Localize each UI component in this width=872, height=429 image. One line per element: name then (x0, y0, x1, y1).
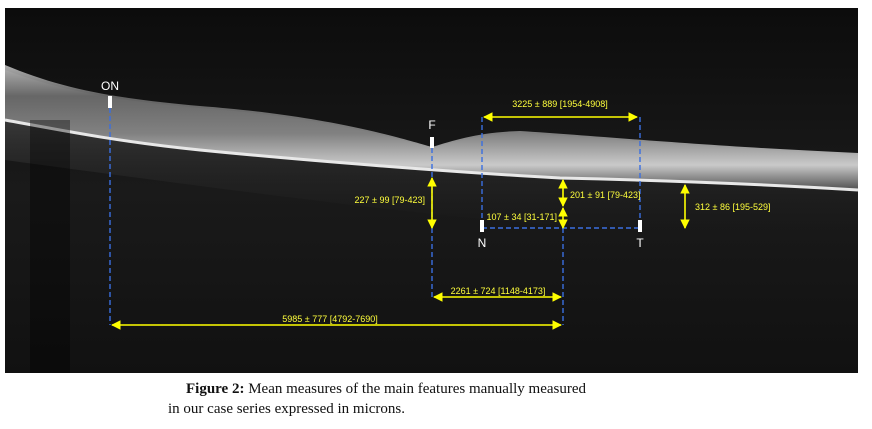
landmark-label: T (636, 236, 644, 250)
caption-label: Figure 2: (186, 381, 245, 397)
measure-label: 3225 ± 889 [1954-4908] (512, 99, 608, 109)
measure-label: 2261 ± 724 [1148-4173] (451, 286, 546, 296)
caption-text: in our case series expressed in microns. (168, 401, 406, 417)
landmark-label: ON (101, 79, 119, 93)
shadow (30, 120, 70, 373)
retina-layers (5, 65, 858, 190)
measure-label: 5985 ± 777 [4792-7690] (282, 314, 378, 324)
caption-line: Figure 2: Mean measures of the main feat… (186, 381, 586, 398)
rpe-line (4, 118, 859, 192)
landmark-label: N (478, 236, 487, 250)
measure-label: 312 ± 86 [195-529] (695, 202, 771, 212)
caption-text: Mean measures of the main features manua… (248, 381, 587, 397)
measure-label: 227 ± 99 [79-423] (355, 195, 426, 205)
measure-label: 201 ± 91 [79-423] (570, 190, 641, 200)
oct-figure: ON F N T 3225 ± 889 [1954-4908] 227 ± 99… (4, 8, 859, 373)
measure-label: 107 ± 34 [31-171] (487, 212, 558, 222)
landmark-label: F (428, 118, 435, 132)
